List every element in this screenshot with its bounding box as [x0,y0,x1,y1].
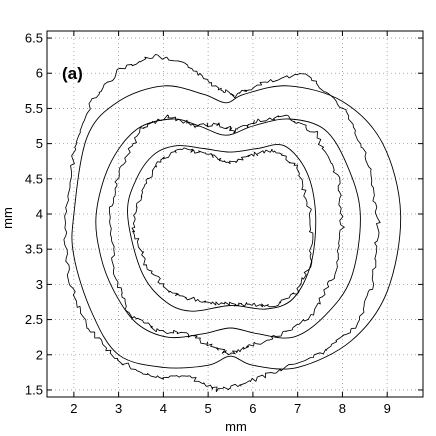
y-tick-label: 6 [36,66,43,81]
rough-contour-3 [63,53,381,393]
x-tick-label: 8 [339,401,346,416]
y-tick-label: 1.5 [25,382,43,397]
y-tick-label: 3 [36,277,43,292]
smooth-contour-2 [127,143,317,312]
x-tick-label: 9 [384,401,391,416]
x-tick-label: 7 [294,401,301,416]
y-tick-label: 3.5 [25,242,43,257]
y-tick-label: 5 [36,136,43,151]
x-axis-label: mm [225,419,247,434]
y-tick-label: 4 [36,207,43,222]
axis-ticks: 2 3 4 5 6 7 8 9 1.5 2 2.5 3 3.5 4 4.5 5 5.5 6 6.5 [25,31,423,416]
rough-contour-4 [108,114,345,356]
smooth-contour-0 [71,85,402,370]
x-tick-label: 3 [115,401,122,416]
y-tick-label: 5.5 [25,101,43,116]
y-tick-label: 4.5 [25,171,43,186]
x-tick-label: 4 [160,401,167,416]
y-tick-label: 6.5 [25,31,43,46]
y-axis-label: mm [0,207,15,229]
contour-curves [63,53,402,393]
x-tick-label: 6 [249,401,256,416]
x-tick-label: 5 [205,401,212,416]
panel-label: (a) [62,64,83,83]
y-tick-label: 2.5 [25,312,43,327]
rough-contour-5 [131,147,314,308]
y-tick-label: 2 [36,347,43,362]
x-tick-label: 2 [70,401,77,416]
